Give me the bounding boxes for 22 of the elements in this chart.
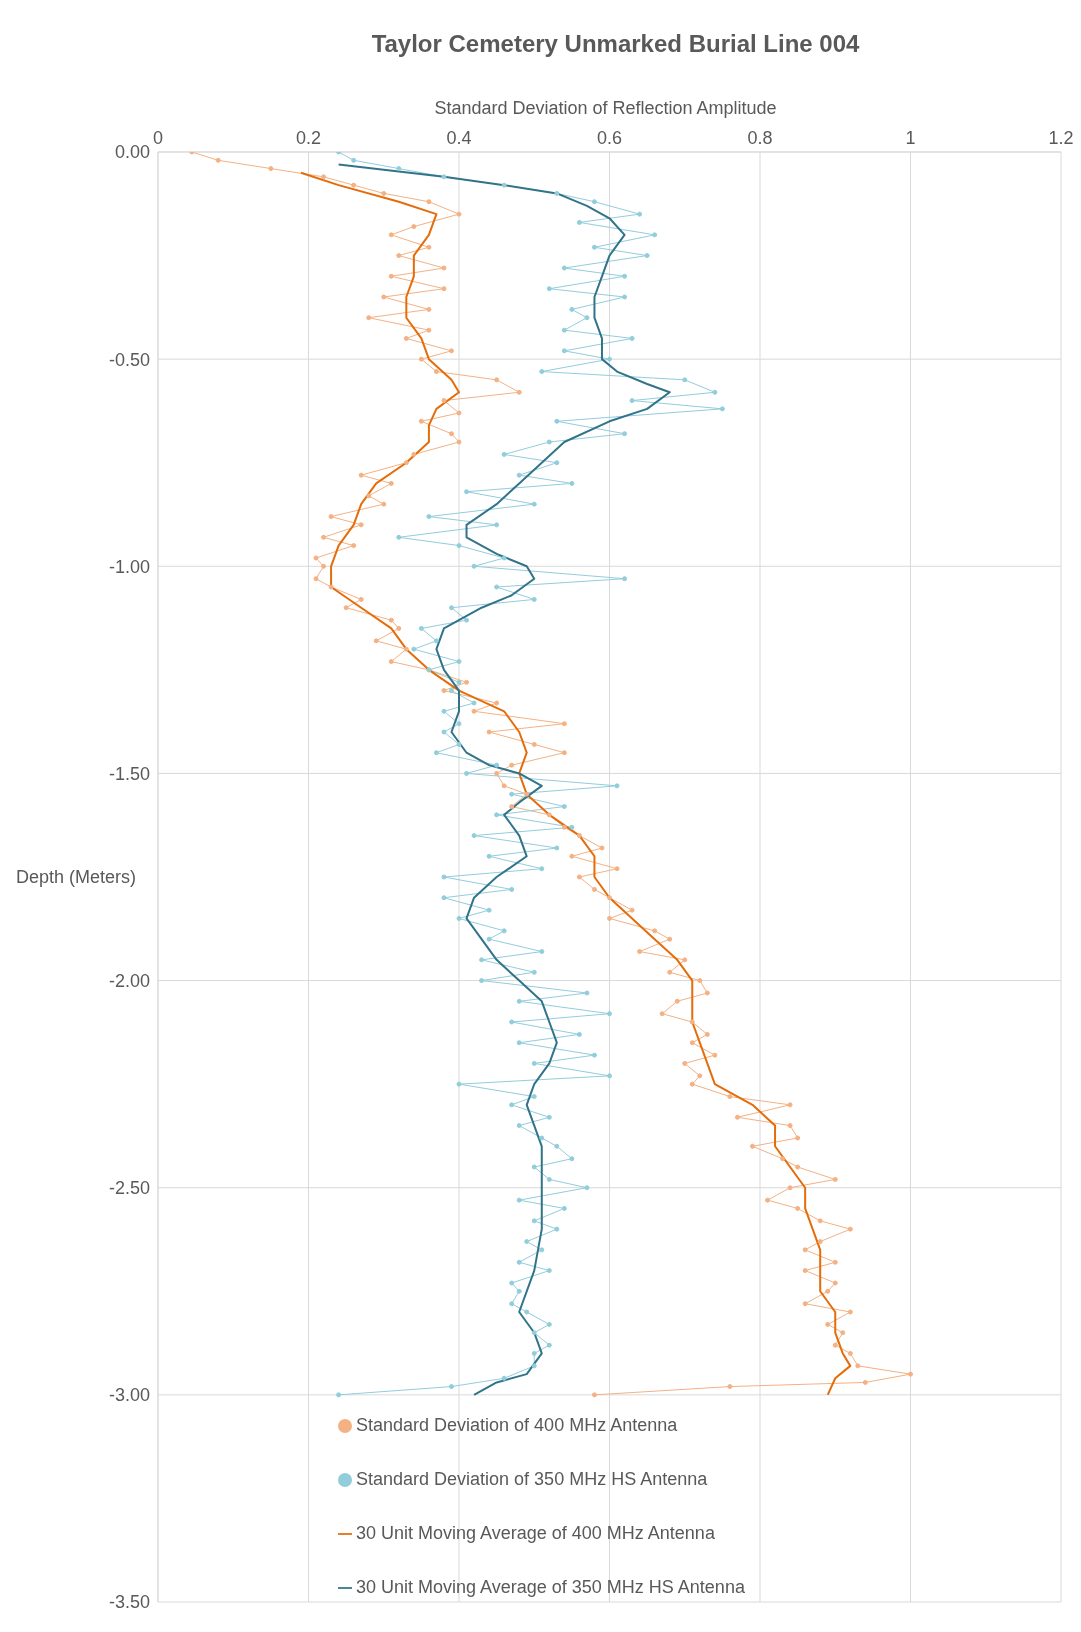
- y-tick-label: -1.50: [108, 763, 150, 784]
- y-tick-label: -0.50: [108, 349, 150, 370]
- y-tick-label: -3.00: [108, 1385, 150, 1406]
- y-tick-label: -3.50: [108, 1592, 150, 1613]
- y-tick-label: -2.00: [108, 970, 150, 991]
- x-tick-label: 0: [152, 128, 164, 148]
- legend-label: 30 Unit Moving Average of 400 MHz Antenna: [356, 1523, 715, 1543]
- x-tick-label: 1.2: [1048, 128, 1074, 148]
- x-tick-label: 0.8: [747, 128, 773, 148]
- y-axis-title: Depth (Meters): [16, 867, 137, 888]
- y-tick-label: -2.50: [108, 1178, 150, 1199]
- x-tick-label: 0.2: [295, 128, 322, 148]
- x-tick-label: 0.6: [596, 128, 623, 148]
- legend-label: 30 Unit Moving Average of 350 MHz HS Antenna: [356, 1577, 745, 1597]
- y-tick-label: 0.00: [114, 142, 150, 163]
- x-tick-label: 0.4: [446, 128, 472, 148]
- x-axis-title: Standard Deviation of Reflection Amplitude: [433, 98, 778, 120]
- legend-label: Standard Deviation of 350 MHz HS Antenna: [356, 1469, 708, 1489]
- x-tick-label: 1: [905, 128, 916, 148]
- y-tick-label: -1.00: [108, 556, 150, 577]
- legend-label: Standard Deviation of 400 MHz Antenna: [356, 1415, 678, 1435]
- chart-title: Taylor Cemetery Unmarked Burial Line 004: [370, 29, 861, 59]
